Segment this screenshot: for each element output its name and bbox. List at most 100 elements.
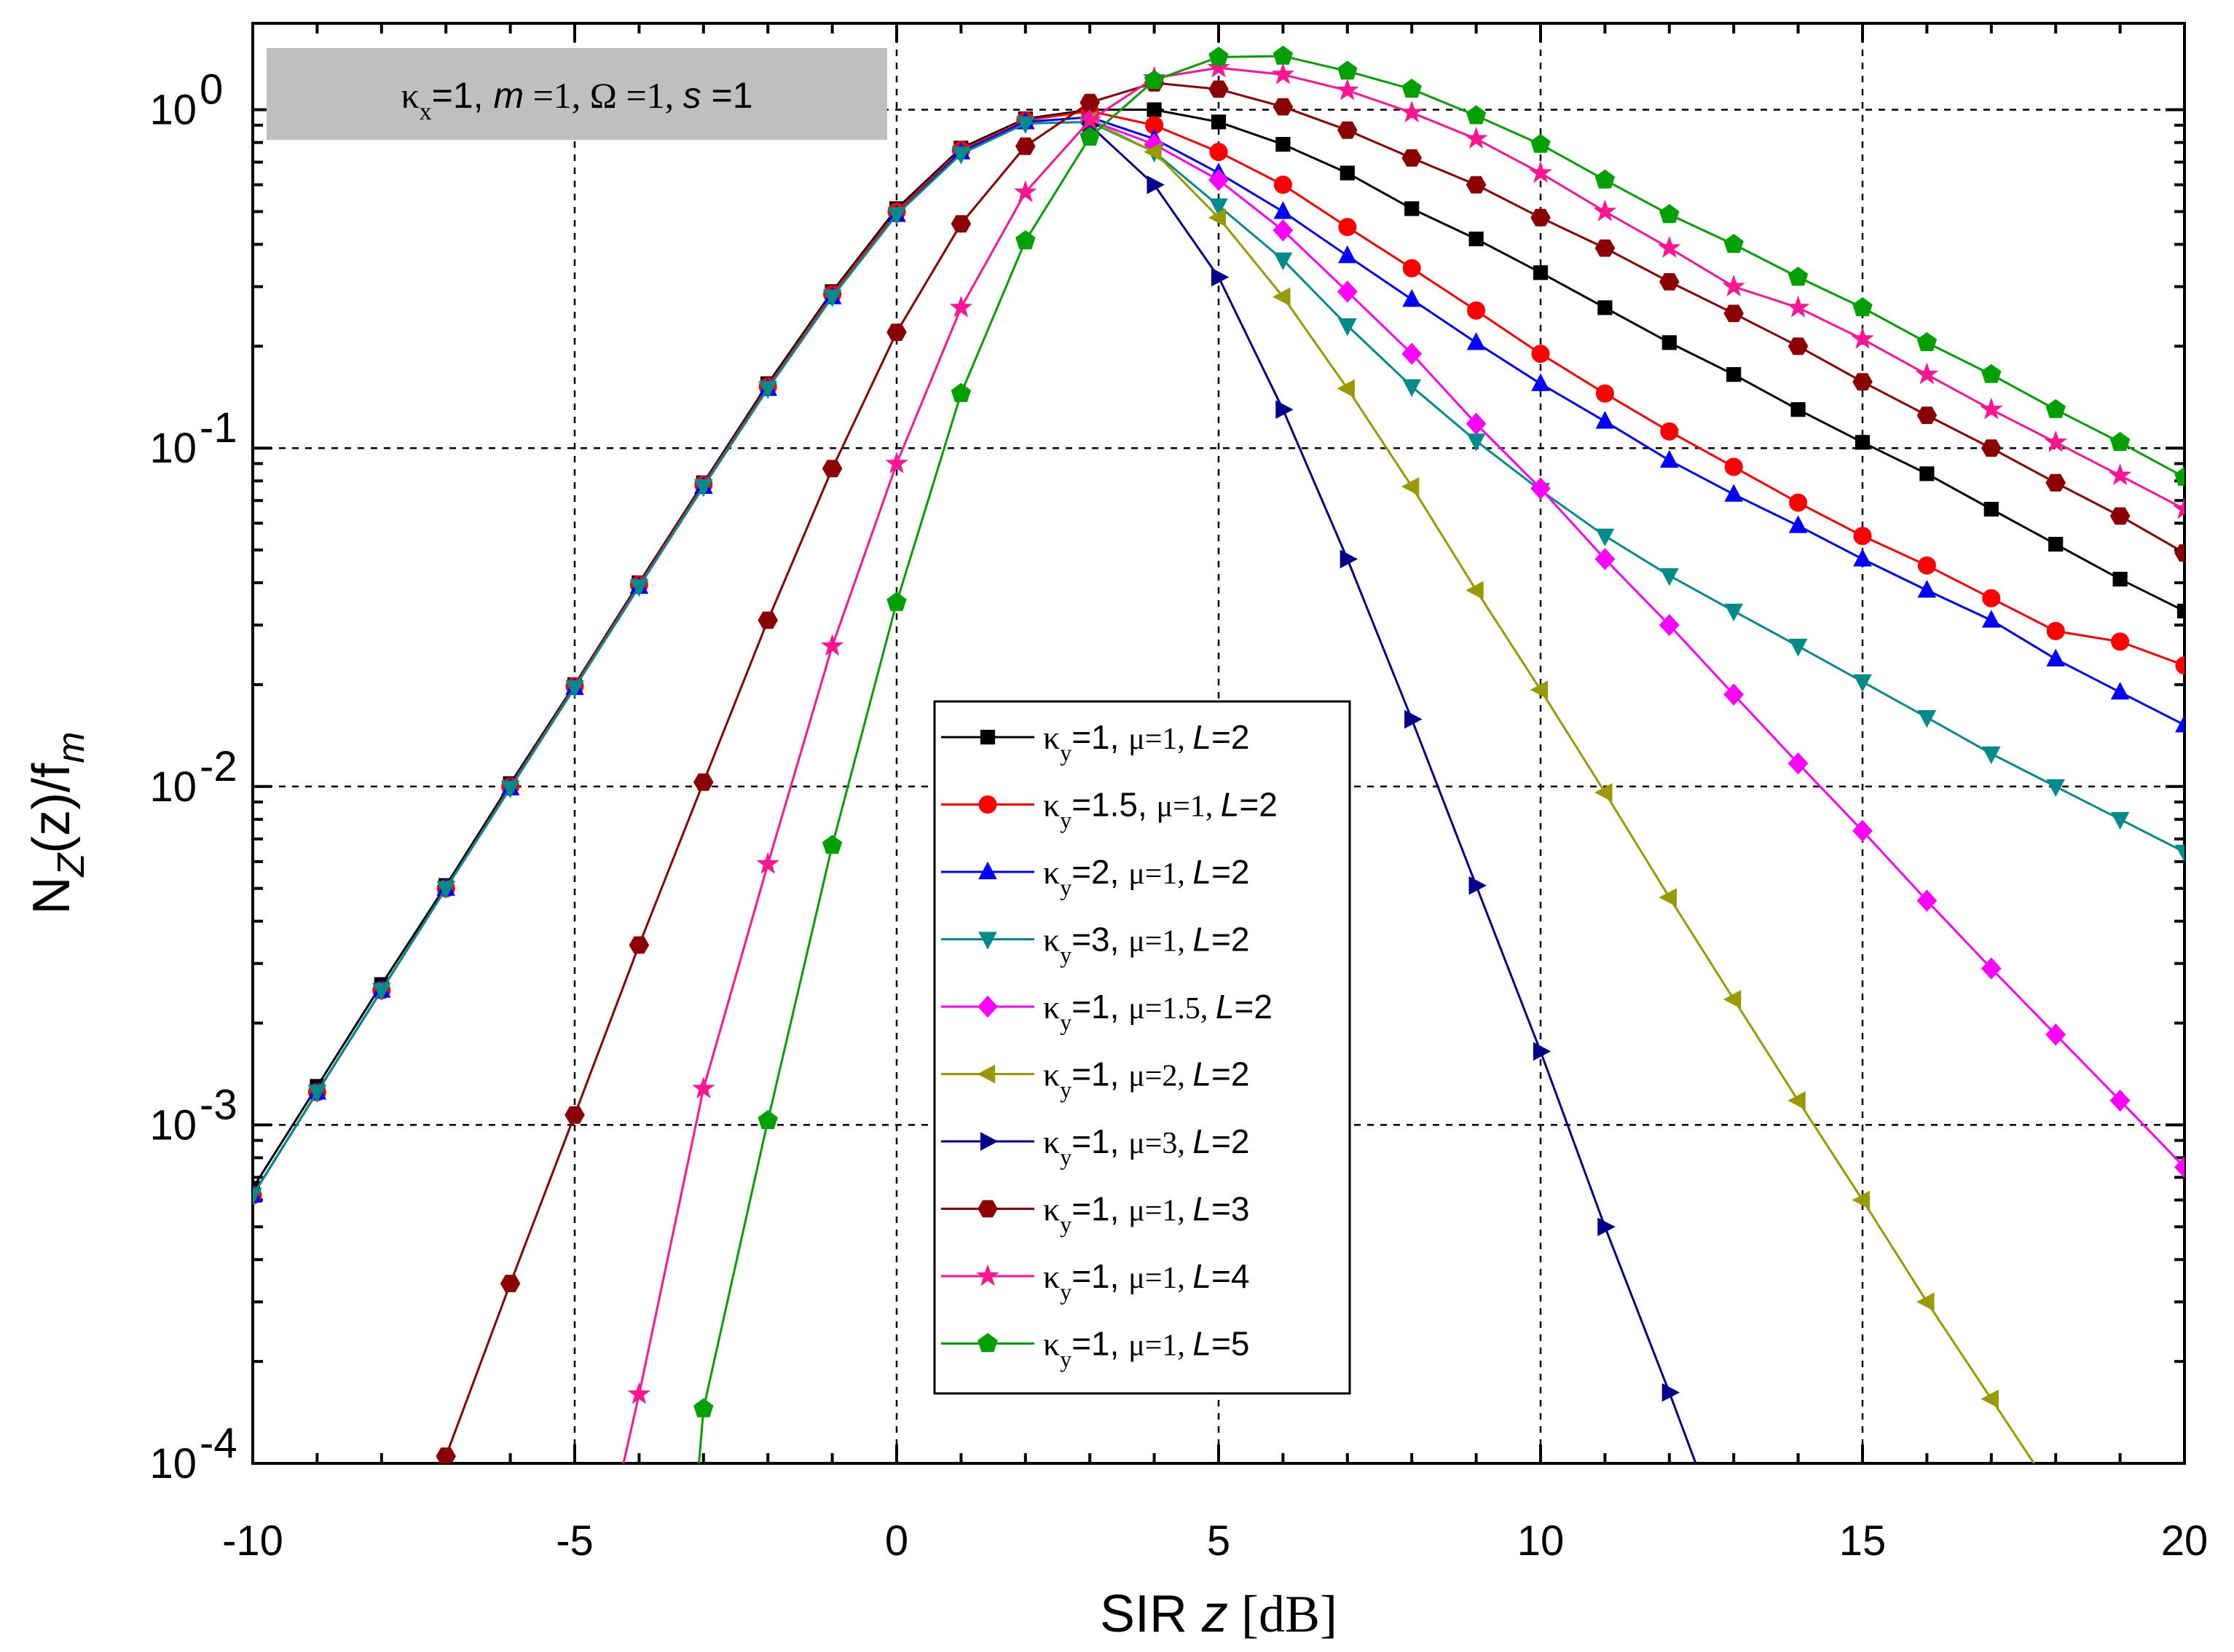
data-point xyxy=(1981,610,2001,628)
data-point xyxy=(1916,889,1938,912)
data-point xyxy=(1724,484,1744,502)
data-point xyxy=(1530,133,1551,153)
x-tick-label: 15 xyxy=(1839,1517,1887,1565)
data-point xyxy=(1273,219,1294,242)
series-line xyxy=(1089,119,2184,1168)
data-point xyxy=(1594,548,1616,570)
data-point xyxy=(1404,709,1423,729)
data-point xyxy=(1079,93,1100,111)
data-point xyxy=(1468,876,1487,895)
data-point xyxy=(1273,252,1293,270)
data-point xyxy=(1787,267,1809,286)
data-point xyxy=(2110,682,2130,700)
legend-label: κy=1, μ=1, L=3 xyxy=(1043,1190,1249,1238)
data-point xyxy=(1981,746,2001,765)
data-point xyxy=(1790,402,1806,417)
legend-label: κy=1, μ=1, L=4 xyxy=(1043,1257,1249,1305)
data-point xyxy=(1337,379,1355,398)
data-point xyxy=(1466,412,1487,435)
data-point xyxy=(1208,208,1227,227)
data-point xyxy=(1401,78,1422,98)
data-point xyxy=(1851,326,1874,349)
data-point xyxy=(1594,169,1616,189)
data-point xyxy=(1340,165,1355,181)
data-point xyxy=(1981,1389,1999,1409)
legend: κy=1, μ=1, L=2 κy=1.5, μ=1, L=2 κy=2, μ=1,… xyxy=(933,700,1351,1395)
annotation-part: =1, xyxy=(432,75,494,116)
data-point xyxy=(2045,398,2066,418)
data-point xyxy=(1983,501,1999,517)
legend-entry-6: κy=1, μ=2, L=2 xyxy=(941,1055,1249,1103)
legend-entry-4: κy=3, μ=1, L=2 xyxy=(941,921,1249,968)
data-point xyxy=(756,851,779,874)
data-point xyxy=(1404,201,1420,216)
data-point xyxy=(2176,603,2184,618)
data-point xyxy=(1208,80,1229,98)
data-point xyxy=(1722,274,1745,296)
data-point xyxy=(1467,301,1486,320)
data-point xyxy=(1530,477,1551,500)
data-point xyxy=(1015,230,1036,250)
data-point xyxy=(2175,715,2184,733)
data-point xyxy=(1337,280,1358,303)
legend-label: κy=3, μ=1, L=2 xyxy=(1043,921,1249,968)
y-tick-exponent: -3 xyxy=(200,1081,237,1128)
data-point xyxy=(887,207,906,225)
data-point xyxy=(1337,318,1357,337)
data-point xyxy=(2108,463,2132,486)
data-point xyxy=(1853,527,1872,546)
data-point xyxy=(1015,116,1035,134)
data-point xyxy=(1533,265,1549,280)
data-point xyxy=(1464,127,1488,149)
data-point xyxy=(1466,581,1484,600)
data-point xyxy=(1593,199,1617,221)
data-point xyxy=(2046,1487,2063,1505)
data-point xyxy=(1917,709,1937,728)
data-point xyxy=(1723,683,1745,706)
data-point xyxy=(1661,335,1677,350)
data-point xyxy=(1916,331,1938,351)
data-point xyxy=(1981,363,2002,383)
annotation-box: κx=1, m =1, Ω =1, s =1 xyxy=(267,48,887,140)
data-point xyxy=(886,591,907,611)
data-point xyxy=(692,1077,715,1098)
data-point xyxy=(1208,46,1229,66)
data-point xyxy=(1981,439,2002,457)
data-point xyxy=(2109,431,2131,451)
data-point xyxy=(1852,296,1873,317)
series-line xyxy=(698,55,2184,1463)
data-point xyxy=(2109,1089,2131,1112)
legend-marker xyxy=(977,1064,996,1084)
data-point xyxy=(1659,204,1680,224)
data-point xyxy=(2174,466,2184,486)
data-point xyxy=(1530,208,1551,227)
data-point xyxy=(1724,603,1744,622)
data-point xyxy=(565,1106,585,1124)
annotation-part: =1, Ω =1, xyxy=(524,75,683,116)
legend-label: κy=1, μ=1, L=5 xyxy=(1043,1325,1249,1372)
data-point xyxy=(1786,295,1810,318)
legend-box xyxy=(933,700,1351,1395)
data-point xyxy=(1468,231,1484,247)
y-tick-exponent: 0 xyxy=(200,66,223,114)
data-point xyxy=(1789,493,1808,512)
data-point xyxy=(1595,384,1614,403)
data-point xyxy=(1466,176,1487,194)
data-point xyxy=(1594,783,1613,802)
data-point xyxy=(1597,300,1613,315)
data-point xyxy=(436,1447,456,1463)
data-point xyxy=(1147,175,1165,194)
legend-entry-7: κy=1, μ=3, L=2 xyxy=(941,1122,1249,1170)
data-point xyxy=(1659,568,1679,586)
data-point xyxy=(1787,337,1809,355)
x-tick-label: 5 xyxy=(1207,1517,1230,1565)
data-point xyxy=(565,680,584,699)
data-point xyxy=(886,323,907,341)
data-point xyxy=(1852,373,1873,391)
data-point xyxy=(951,215,972,233)
grid-lines xyxy=(253,23,2184,1463)
series-8 xyxy=(436,74,2184,1463)
y-tick-exponent: -1 xyxy=(200,404,237,452)
data-point xyxy=(2111,632,2130,651)
